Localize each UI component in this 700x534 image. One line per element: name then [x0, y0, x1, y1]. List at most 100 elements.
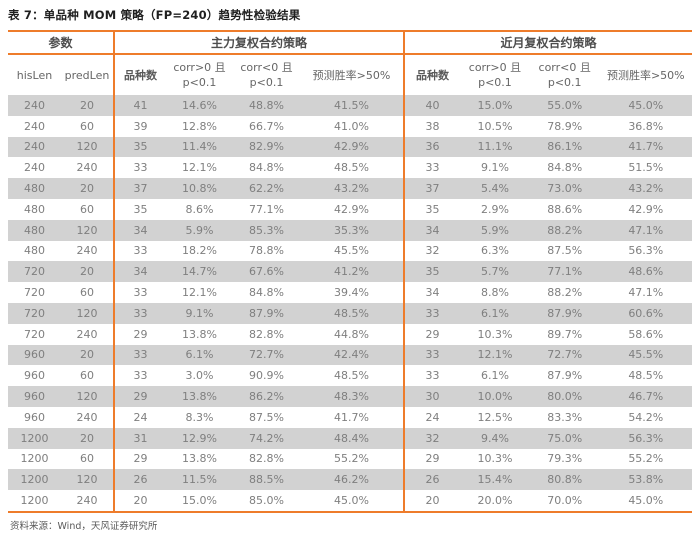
cell: 87.9%	[249, 306, 284, 320]
cell: 8.8%	[480, 286, 509, 300]
col-header-corr-pos-main: corr>0 且 p<0.1	[173, 61, 226, 89]
cell: 77.1%	[249, 202, 284, 216]
col-header-hislen: hisLen	[16, 68, 53, 82]
table-title: 表 7：单品种 MOM 策略（FP=240）趋势性检验结果	[8, 8, 301, 22]
cell: 42.4%	[334, 348, 369, 362]
cell: 29	[402, 323, 461, 345]
cell: 88.2%	[547, 286, 583, 300]
cell: 1200	[20, 494, 49, 508]
cell: 38	[402, 115, 461, 137]
cell: 79.3%	[547, 452, 583, 466]
cell: 90.9%	[249, 369, 284, 383]
cell: 1200	[20, 431, 49, 445]
cell: 43.2%	[628, 182, 664, 196]
cell: 12.1%	[182, 161, 217, 175]
cell: 78.9%	[547, 119, 583, 133]
cell: 480	[24, 244, 45, 258]
cell: 56.3%	[628, 244, 664, 258]
cell: 720	[24, 265, 45, 279]
cell: 86.2%	[249, 390, 284, 404]
cell: 80.8%	[547, 473, 583, 487]
table-row: 240 20 41 14.6% 48.8% 41.5% 40 15.0% 55.0% 45.0%	[8, 95, 692, 116]
cell: 6.1%	[480, 369, 509, 383]
cell: 720	[24, 327, 45, 341]
cell: 33	[402, 344, 461, 366]
table-body: 240 20 41 14.6% 48.8% 41.5% 40 15.0% 55.0% 45.0% 2…	[8, 95, 692, 512]
cell: 26	[113, 469, 166, 491]
cell: 77.1%	[547, 265, 583, 279]
cell: 9.4%	[480, 431, 509, 445]
cell: 1200	[20, 452, 49, 466]
cell: 240	[76, 494, 98, 508]
table-row: 960 20 33 6.1% 72.7% 42.4% 33 12.1% 72.7% 45.5%	[8, 344, 692, 366]
cell: 62.2%	[249, 182, 284, 196]
cell: 45.0%	[628, 494, 664, 508]
cell: 18.2%	[182, 244, 217, 258]
cell: 29	[113, 448, 166, 470]
cell: 20	[80, 431, 94, 445]
cell: 20.0%	[477, 494, 513, 508]
cell: 60.6%	[628, 306, 664, 320]
cell: 12.5%	[477, 410, 513, 424]
cell: 24	[113, 406, 166, 428]
cell: 41.7%	[628, 140, 664, 154]
cell: 40	[402, 95, 461, 116]
group-header-near-month-strategy: 近月复权合约策略	[402, 31, 692, 55]
cell: 11.1%	[477, 140, 513, 154]
cell: 88.6%	[547, 202, 583, 216]
source-note: 资料来源：Wind，天风证券研究所	[10, 520, 158, 532]
cell: 720	[24, 306, 45, 320]
cell: 51.5%	[628, 161, 664, 175]
col-header-variety-count-main: 品种数	[113, 54, 166, 95]
table-row: 960 60 33 3.0% 90.9% 48.5% 33 6.1% 87.9% 48.5%	[8, 365, 692, 387]
cell: 11.5%	[182, 473, 217, 487]
cell: 33	[113, 302, 166, 324]
cell: 6.1%	[185, 348, 214, 362]
cell: 10.0%	[477, 390, 513, 404]
cell: 33	[113, 282, 166, 303]
cell: 9.1%	[480, 161, 509, 175]
cell: 8.3%	[185, 410, 214, 424]
cell: 35	[113, 136, 166, 158]
cell: 480	[24, 223, 45, 237]
cell: 8.6%	[185, 202, 214, 216]
cell: 960	[24, 348, 45, 362]
cell: 42.9%	[334, 140, 369, 154]
group-header-main-contract-strategy: 主力复权合约策略	[113, 31, 404, 55]
table-row: 240 120 35 11.4% 82.9% 42.9% 36 11.1% 86.1% 41.7%	[8, 136, 692, 158]
cell: 88.5%	[249, 473, 284, 487]
cell: 85.0%	[249, 494, 284, 508]
cell: 66.7%	[249, 119, 284, 133]
table-row: 960 240 24 8.3% 87.5% 41.7% 24 12.5% 83.3% 54.2%	[8, 406, 692, 428]
cell: 33	[113, 365, 166, 387]
cell: 1200	[20, 473, 49, 487]
cell: 26	[402, 469, 461, 491]
cell: 120	[76, 473, 98, 487]
cell: 32	[402, 240, 461, 262]
table-row: 720 120 33 9.1% 87.9% 48.5% 33 6.1% 87.9% 60.6%	[8, 302, 692, 324]
col-header-winrate-near: 预测胜率>50%	[606, 68, 685, 82]
cell: 41.2%	[334, 265, 369, 279]
cell: 9.1%	[185, 306, 214, 320]
cell: 45.0%	[334, 494, 369, 508]
cell: 55.0%	[547, 98, 583, 112]
cell: 60	[80, 202, 94, 216]
cell: 240	[76, 244, 98, 258]
cell: 55.2%	[334, 452, 369, 466]
cell: 89.7%	[547, 327, 583, 341]
cell: 32	[402, 427, 461, 449]
cell: 70.0%	[547, 494, 583, 508]
cell: 5.4%	[480, 182, 509, 196]
cell: 240	[24, 119, 45, 133]
cell: 60	[80, 369, 94, 383]
results-table: 参数 主力复权合约策略 近月复权合约策略 hisLen predLen 品种数 corr>…	[8, 30, 692, 513]
cell: 36	[402, 136, 461, 158]
cell: 120	[76, 306, 98, 320]
cell: 39	[113, 115, 166, 137]
cell: 20	[402, 490, 461, 512]
cell: 960	[24, 390, 45, 404]
cell: 13.8%	[182, 327, 217, 341]
cell: 37	[402, 178, 461, 199]
cell: 43.2%	[334, 182, 369, 196]
cell: 41.7%	[334, 410, 369, 424]
